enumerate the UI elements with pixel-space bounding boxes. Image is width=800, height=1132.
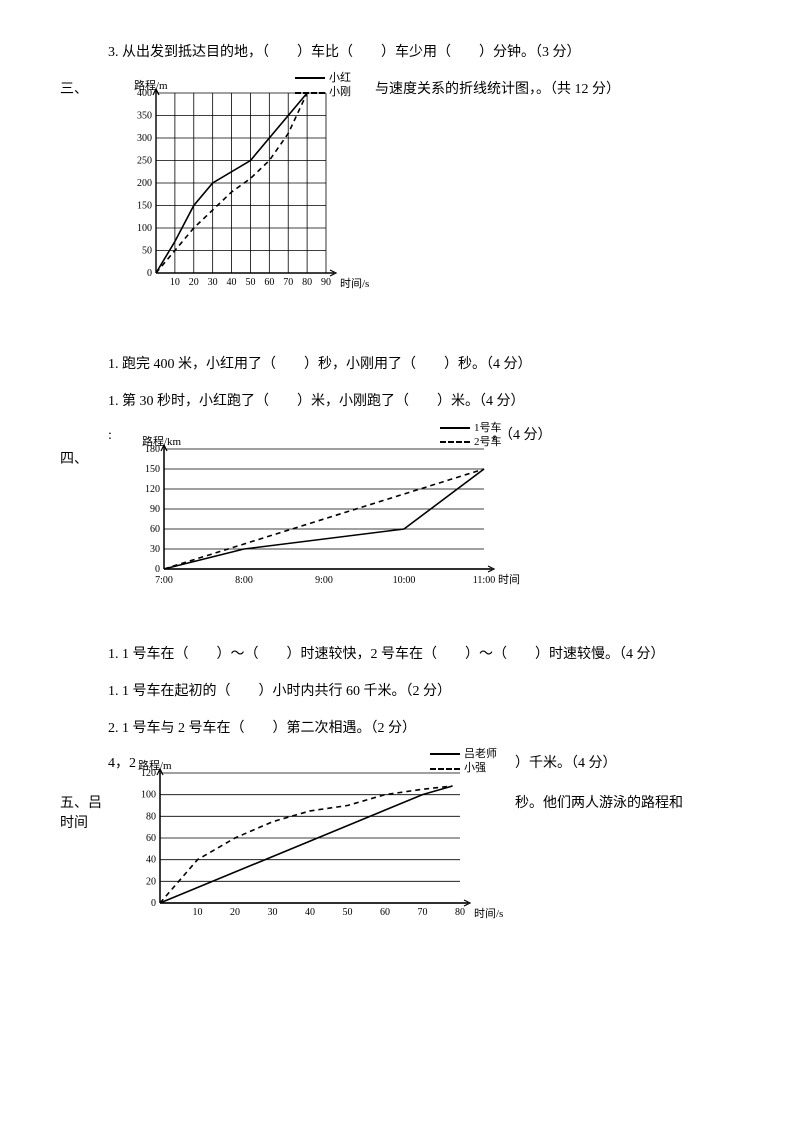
svg-text:时间/s: 时间/s xyxy=(474,907,503,920)
s3-q1: 1. 跑完 400 米，小红用了（ ）秒，小刚用了（ ）秒。（4 分） xyxy=(60,352,740,377)
svg-text:150: 150 xyxy=(137,201,152,212)
legend-label: 吕老师 xyxy=(464,747,497,761)
svg-text:0: 0 xyxy=(155,564,160,575)
svg-text:120: 120 xyxy=(141,768,156,779)
legend-label: 小刚 xyxy=(329,85,351,99)
s4-q1: 1. 1 号车在（ ）～（ ）时速较快，2 号车在（ ）～（ ）时速较慢。（4 … xyxy=(60,642,740,667)
svg-text:50: 50 xyxy=(245,277,255,288)
svg-text:150: 150 xyxy=(145,464,160,475)
chart-running-legend: 小红 小刚 xyxy=(295,71,351,100)
svg-text:20: 20 xyxy=(230,907,240,918)
svg-text:400: 400 xyxy=(137,88,152,99)
chart-cars: 1号车 2号车 路程/km03060901201501807:008:009:0… xyxy=(120,427,740,592)
svg-text:11:00: 11:00 xyxy=(473,575,495,586)
svg-text:200: 200 xyxy=(137,178,152,189)
s3-q3-colon: : xyxy=(108,423,112,448)
svg-text:20: 20 xyxy=(189,277,199,288)
svg-text:8:00: 8:00 xyxy=(235,575,253,586)
svg-text:10: 10 xyxy=(170,277,180,288)
legend-label: 小红 xyxy=(329,71,351,85)
svg-text:250: 250 xyxy=(137,156,152,167)
svg-text:30: 30 xyxy=(268,907,278,918)
svg-text:60: 60 xyxy=(264,277,274,288)
svg-text:90: 90 xyxy=(321,277,331,288)
svg-text:60: 60 xyxy=(150,524,160,535)
svg-text:时间: 时间 xyxy=(498,573,520,586)
svg-text:9:00: 9:00 xyxy=(315,575,333,586)
svg-text:10: 10 xyxy=(193,907,203,918)
svg-text:80: 80 xyxy=(455,907,465,918)
chart-cars-legend: 1号车 2号车 xyxy=(440,421,502,450)
svg-text:40: 40 xyxy=(227,277,237,288)
svg-text:30: 30 xyxy=(150,544,160,555)
svg-text:90: 90 xyxy=(150,504,160,515)
svg-text:0: 0 xyxy=(151,898,156,909)
section-5-row: 4，2 五、吕 时间 吕老师 小强 ）千米。（4 分） 秒。他们两人游泳的路程和… xyxy=(60,753,740,923)
svg-text:70: 70 xyxy=(418,907,428,918)
svg-text:40: 40 xyxy=(305,907,315,918)
svg-text:40: 40 xyxy=(146,855,156,866)
s4-q3: 2. 1 号车与 2 号车在（ ）第二次相遇。（2 分） xyxy=(60,716,740,741)
question-3: 3. 从出发到抵达目的地，（ ）车比（ ）车少用（ ）分钟。（3 分） xyxy=(60,40,740,65)
svg-text:80: 80 xyxy=(302,277,312,288)
s3-q2: 1. 第 30 秒时，小红跑了（ ）米，小刚跑了（ ）米。（4 分） xyxy=(60,389,740,414)
svg-text:120: 120 xyxy=(145,484,160,495)
svg-text:20: 20 xyxy=(146,876,156,887)
svg-text:180: 180 xyxy=(145,444,160,455)
svg-text:300: 300 xyxy=(137,133,152,144)
s4-q4-right: ）千米。（4 分） xyxy=(515,751,617,776)
section-4-prefix: 四、 xyxy=(60,447,88,472)
section-3-prefix: 三、 xyxy=(60,77,88,102)
svg-text:70: 70 xyxy=(283,277,293,288)
chart-swimming: 吕老师 小强 ）千米。（4 分） 秒。他们两人游泳的路程和 路程/m020406… xyxy=(120,753,740,923)
svg-text:30: 30 xyxy=(208,277,218,288)
svg-text:100: 100 xyxy=(137,223,152,234)
section-5-line2: 时间 xyxy=(60,811,88,836)
svg-text:350: 350 xyxy=(137,111,152,122)
section-3-right-text: 与速度关系的折线统计图，。（共 12 分） xyxy=(375,77,620,102)
svg-text:10:00: 10:00 xyxy=(393,575,416,586)
svg-text:时间/s: 时间/s xyxy=(340,277,369,290)
chart-running: 小红 小刚 与速度关系的折线统计图，。（共 12 分） 路程/m05010015… xyxy=(120,77,740,312)
legend-label: 2号车 xyxy=(474,435,502,449)
svg-text:50: 50 xyxy=(142,246,152,257)
svg-text:50: 50 xyxy=(343,907,353,918)
section-3-row: 三、 小红 小刚 与速度关系的折线统计图，。（共 12 分） 路程/m05010… xyxy=(60,77,740,312)
svg-text:100: 100 xyxy=(141,790,156,801)
legend-label: 小强 xyxy=(464,761,486,775)
section-4-row: : 。（4 分） 四、 1号车 2号车 路程/km030609012015018… xyxy=(60,427,740,592)
svg-text:60: 60 xyxy=(380,907,390,918)
section-5-right-text: 秒。他们两人游泳的路程和 xyxy=(515,791,683,816)
svg-text:60: 60 xyxy=(146,833,156,844)
svg-text:80: 80 xyxy=(146,811,156,822)
svg-text:7:00: 7:00 xyxy=(155,575,173,586)
svg-text:0: 0 xyxy=(147,268,152,279)
legend-label: 1号车 xyxy=(474,421,502,435)
chart-swimming-legend: 吕老师 小强 xyxy=(430,747,497,776)
s4-q2: 1. 1 号车在起初的（ ）小时内共行 60 千米。（2 分） xyxy=(60,679,740,704)
